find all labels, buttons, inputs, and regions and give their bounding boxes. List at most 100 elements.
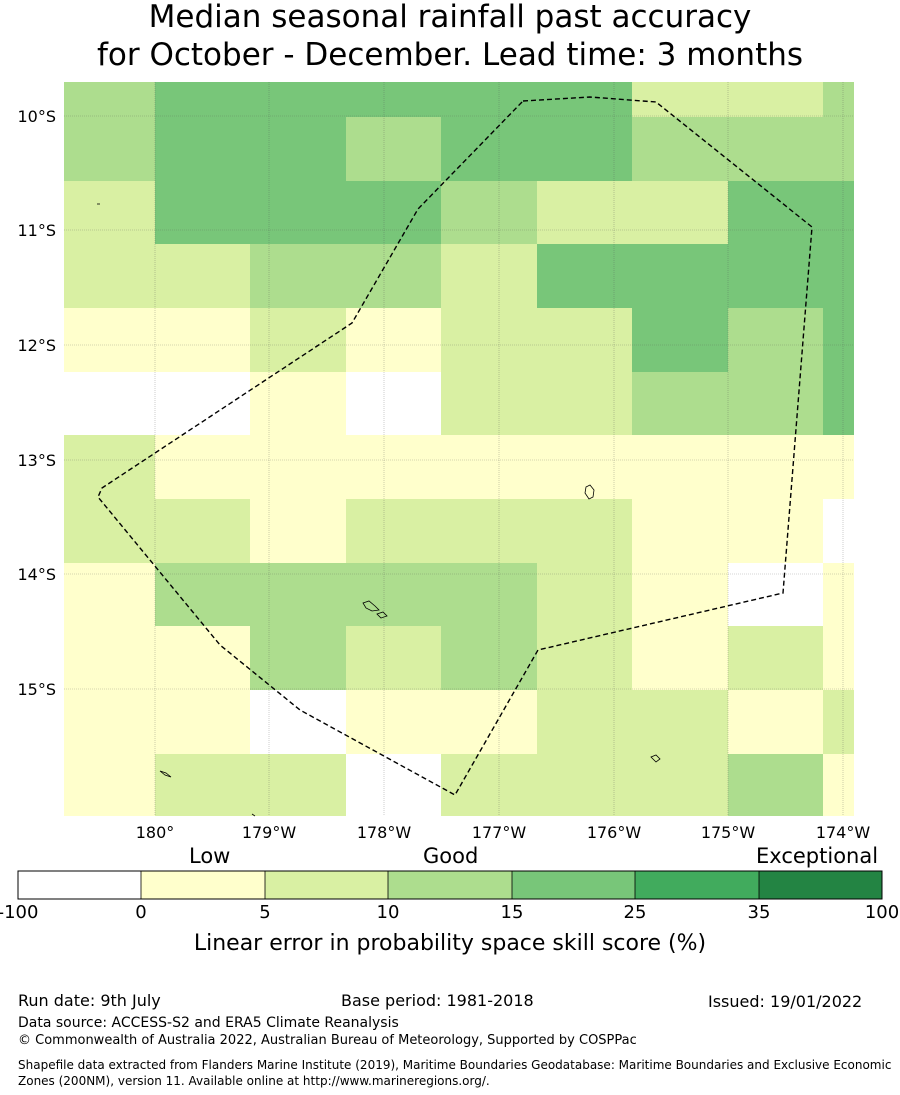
grid-cell [632,181,728,244]
issued-date: Issued: 19/01/2022 [708,992,863,1011]
grid-cell [64,626,155,690]
grid-cell [823,117,854,181]
grid-cell [728,499,823,563]
grid-cell [441,754,537,816]
grid-cell [537,372,632,435]
grid-cell [64,372,155,435]
grid-cell [346,181,441,244]
grid-cell [346,117,441,181]
grid-cell [250,499,346,563]
grid-cell [537,435,632,499]
category-good: Good [423,844,479,868]
colorbar-segment [141,871,265,899]
latitude-label: 13°S [17,451,56,470]
colorbar-title: Linear error in probability space skill … [193,931,707,956]
grid-cell [728,435,823,499]
shapefile-credit-1: Shapefile data extracted from Flanders M… [18,1058,892,1072]
grid-cell [64,82,155,117]
grid-cell [728,117,823,181]
latitude-labels: 10°S 11°S 12°S 13°S 14°S 15°S [17,107,56,699]
grid-cell [441,435,537,499]
grid-cell [64,690,155,754]
colorbar-tick: 15 [500,902,524,923]
grid-cell [346,499,441,563]
grid-cell [728,244,823,308]
grid-cell [823,308,854,372]
grid-cell [346,754,441,816]
grid-cell [728,308,823,372]
grid-cell [441,690,537,754]
grid-cell [155,499,250,563]
longitude-label: 177°W [472,823,527,842]
colorbar-tick: 0 [135,902,147,923]
grid-cell [250,117,346,181]
grid-cell [823,626,854,690]
grid-cell [632,626,728,690]
grid-cell [441,308,537,372]
grid-cell [346,626,441,690]
longitude-label: 179°W [242,823,297,842]
graticule [64,82,854,816]
latitude-label: 10°S [17,107,56,126]
grid-cell [155,435,250,499]
grid-cell [250,690,346,754]
grid-cell [250,754,346,816]
base-period: Base period: 1981-2018 [341,991,534,1010]
islands [97,203,661,817]
grid-cell [64,435,155,499]
latitude-label: 12°S [17,336,56,355]
grid-cell [823,244,854,308]
latitude-label: 14°S [17,565,56,584]
grid-cell [250,372,346,435]
island-5 [159,770,172,778]
grid-cell [155,372,250,435]
grid-cell [250,308,346,372]
grid-cell [823,499,854,563]
grid-cell [537,82,632,117]
grid-cell [823,563,854,626]
grid-cell [155,563,250,626]
longitude-labels: 180° 179°W 178°W 177°W 176°W 175°W 174°W [136,823,871,842]
grid-cell [346,82,441,117]
grid-cell [64,754,155,816]
grid-cell [250,82,346,117]
data-source: Data source: ACCESS-S2 and ERA5 Climate … [18,1015,399,1031]
colorbar-tick: 25 [623,902,647,923]
grid-cell [64,308,155,372]
grid-cell [823,754,854,816]
grid-cell [632,82,728,117]
grid-cell [250,563,346,626]
grid-cell [346,308,441,372]
grid-cell [64,244,155,308]
category-exceptional: Exceptional [756,844,879,868]
shapefile-credit-2: Zones (200NM), version 11. Available onl… [18,1074,490,1088]
grid-cell [155,626,250,690]
grid-cells [64,82,854,816]
grid-cell [155,117,250,181]
grid-cell [728,626,823,690]
grid-cell [346,435,441,499]
grid-cell [155,181,250,244]
colorbar-tick: 35 [747,902,771,923]
longitude-label: 178°W [357,823,412,842]
eez-boundary [97,96,813,796]
grid-cell [823,82,854,117]
grid-cell [64,499,155,563]
grid-cell [537,117,632,181]
grid-cell [728,690,823,754]
title-line-1: Median seasonal rainfall past accuracy [148,0,752,35]
grid-cell [632,754,728,816]
colorbar-segment [635,871,759,899]
grid-cell [441,563,537,626]
longitude-label: 180° [136,823,175,842]
grid-cell [632,117,728,181]
colorbar-tick: -100 [0,902,39,923]
grid-cell [155,690,250,754]
grid-cell [632,372,728,435]
grid-cell [537,181,632,244]
colorbar-segment [388,871,512,899]
category-low: Low [189,844,231,868]
grid-cell [155,308,250,372]
grid-cell [823,181,854,244]
